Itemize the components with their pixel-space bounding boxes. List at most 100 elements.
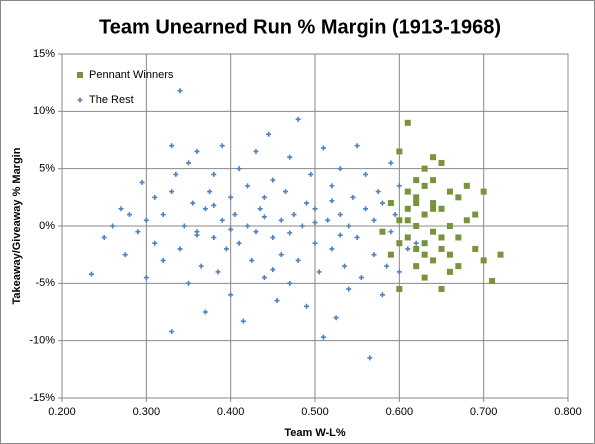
- point: [101, 234, 107, 240]
- point: [245, 223, 251, 229]
- point: [122, 252, 128, 258]
- point: [363, 206, 369, 212]
- legend-label: Pennant Winners: [89, 69, 174, 81]
- point: [463, 217, 470, 224]
- point: [413, 177, 420, 184]
- point: [211, 234, 217, 240]
- y-tick-label: -15%: [29, 392, 55, 404]
- point: [320, 334, 326, 340]
- point: [354, 234, 360, 240]
- point: [342, 263, 348, 269]
- point: [304, 303, 310, 309]
- point: [236, 240, 242, 246]
- point: [329, 198, 335, 204]
- point: [152, 194, 158, 200]
- point: [240, 318, 246, 324]
- point: [379, 228, 386, 235]
- point: [186, 280, 191, 286]
- point: [404, 205, 411, 212]
- point: [480, 188, 487, 195]
- point: [261, 275, 267, 281]
- point: [446, 223, 453, 229]
- point: [312, 240, 318, 246]
- point: [413, 223, 420, 229]
- point: [346, 286, 352, 292]
- y-tick-label: 5%: [39, 163, 55, 175]
- point: [455, 263, 462, 270]
- point: [384, 263, 390, 269]
- point: [169, 328, 175, 334]
- point: [169, 189, 175, 195]
- y-tick-label: -10%: [29, 335, 55, 347]
- point: [152, 240, 158, 246]
- point: [325, 217, 331, 223]
- point: [430, 257, 437, 264]
- point: [282, 189, 288, 195]
- point: [173, 171, 179, 177]
- point: [207, 189, 213, 195]
- point: [143, 275, 149, 281]
- point: [160, 257, 166, 263]
- point: [312, 220, 318, 226]
- point: [261, 194, 267, 200]
- point: [421, 274, 428, 281]
- point: [219, 217, 225, 223]
- point: [480, 257, 487, 264]
- point: [367, 355, 373, 361]
- point: [287, 154, 293, 160]
- point: [379, 200, 385, 206]
- point: [346, 223, 352, 229]
- point: [413, 240, 419, 246]
- point: [463, 182, 470, 189]
- point: [329, 246, 335, 252]
- point: [139, 179, 145, 185]
- point: [430, 200, 437, 207]
- point: [387, 200, 394, 207]
- point: [278, 252, 284, 258]
- point: [312, 206, 318, 212]
- point: [228, 194, 234, 200]
- point: [270, 234, 276, 240]
- point: [198, 263, 204, 269]
- point: [295, 116, 301, 122]
- point: [143, 217, 149, 223]
- point: [438, 286, 445, 293]
- point: [211, 171, 217, 177]
- point: [371, 217, 377, 223]
- point: [413, 200, 420, 207]
- point: [194, 148, 200, 154]
- x-tick-label: 0.800: [554, 406, 582, 418]
- point: [438, 159, 445, 166]
- point: [404, 188, 411, 195]
- point: [177, 88, 183, 94]
- point: [363, 171, 369, 177]
- point: [287, 280, 293, 286]
- point: [430, 177, 437, 184]
- point: [396, 183, 402, 189]
- point: [413, 194, 420, 201]
- point: [438, 245, 445, 252]
- x-axis-title: Team W-L%: [284, 427, 346, 439]
- point: [379, 292, 385, 298]
- point: [308, 171, 314, 177]
- point: [497, 251, 504, 258]
- y-tick-label: 10%: [33, 105, 55, 117]
- point: [169, 143, 175, 149]
- point: [89, 271, 95, 277]
- point: [181, 223, 187, 229]
- point: [190, 200, 196, 206]
- chart-title: Team Unearned Run % Margin (1913-1968): [99, 16, 501, 38]
- point: [304, 200, 310, 206]
- point: [455, 234, 462, 241]
- point: [446, 188, 453, 195]
- point: [358, 275, 364, 281]
- point: [337, 166, 343, 172]
- point: [404, 234, 411, 241]
- x-tick-label: 0.700: [470, 406, 498, 418]
- point: [110, 223, 116, 229]
- point: [274, 298, 280, 304]
- point: [135, 229, 141, 235]
- point: [421, 240, 428, 247]
- point: [249, 257, 255, 263]
- point: [215, 269, 221, 275]
